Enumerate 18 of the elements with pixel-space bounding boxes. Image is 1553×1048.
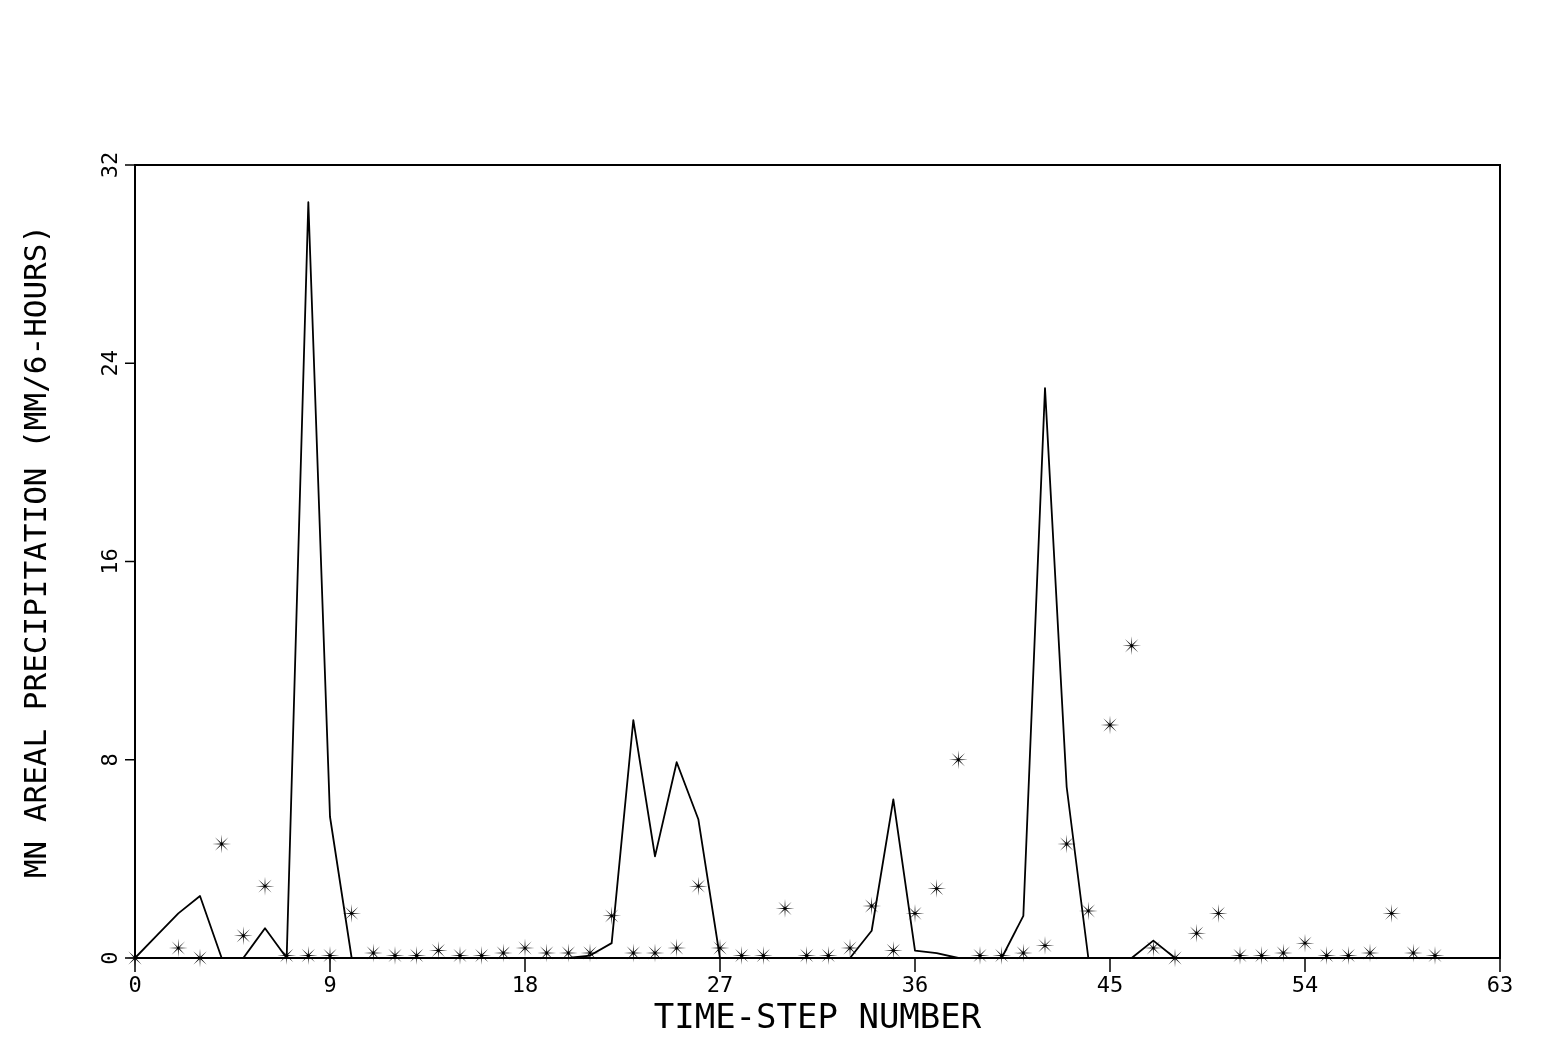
x-tick-label: 27 xyxy=(706,972,734,997)
x-tick-label: 9 xyxy=(323,972,337,997)
x-tick-label: 0 xyxy=(128,972,142,997)
y-tick-label: 0 xyxy=(97,951,122,965)
y-axis-title: MN AREAL PRECIPITATION (MM/6-HOURS) xyxy=(17,224,53,879)
point xyxy=(927,879,947,899)
y-tick-label: 24 xyxy=(97,350,122,377)
x-tick-label: 36 xyxy=(901,972,929,997)
y-tick-label: 16 xyxy=(97,548,122,575)
x-tick-label: 45 xyxy=(1096,972,1124,997)
y-tick-label: 8 xyxy=(97,753,122,767)
x-tick-label: 63 xyxy=(1486,972,1514,997)
y-tick-label: 32 xyxy=(97,151,122,179)
x-tick-label: 18 xyxy=(511,972,539,997)
point xyxy=(342,903,362,923)
x-tick-label: 54 xyxy=(1291,972,1319,997)
point xyxy=(1382,903,1402,923)
x-axis-title: TIME-STEP NUMBER xyxy=(653,996,982,1036)
